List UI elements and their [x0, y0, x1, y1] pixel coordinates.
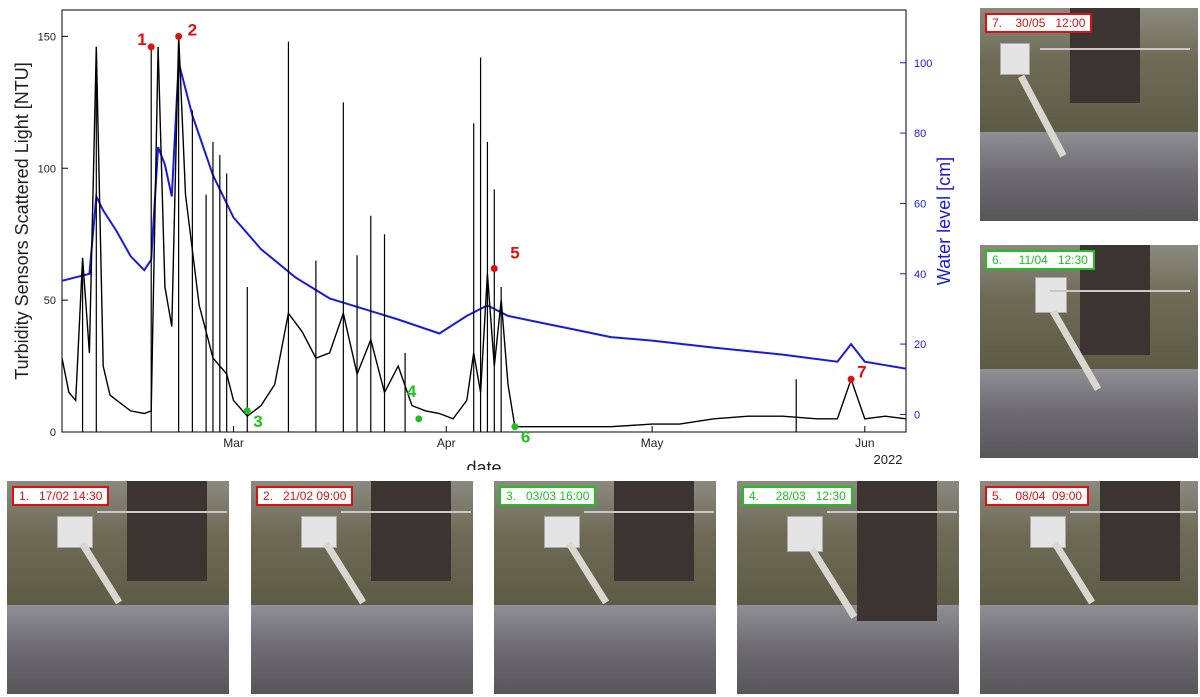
y-axis-left-label: Turbidity Sensors Scattered Light [NTU] — [12, 62, 32, 379]
photo-5-caption: 5. 08/04 09:00 — [985, 486, 1090, 506]
event-marker-7 — [847, 375, 855, 383]
event-marker-3 — [243, 407, 251, 415]
photo-6: 6. 11/04 12:30 — [980, 245, 1198, 458]
event-marker-1 — [147, 43, 155, 51]
event-marker-6 — [511, 423, 519, 431]
event-label-7: 7 — [857, 362, 866, 381]
photo-1: 1. 17/02 14:30 — [7, 481, 229, 694]
plot-frame — [61, 9, 907, 433]
photo-6-caption: 6. 11/04 12:30 — [985, 250, 1095, 270]
photo-4: 4. 28/03 12:30 — [737, 481, 959, 694]
y-right-tick-label: 80 — [914, 128, 926, 140]
x-axis-label: date — [466, 458, 501, 470]
y-right-tick-label: 100 — [914, 58, 932, 70]
photo-7: 7. 30/05 12:00 — [980, 8, 1198, 221]
y-right-tick-label: 40 — [914, 269, 926, 281]
event-label-6: 6 — [521, 428, 530, 447]
x-tick-label: Jun — [855, 436, 874, 450]
x-tick-label: Apr — [437, 436, 456, 450]
photo-3-caption: 3. 03/03 16:00 — [499, 486, 597, 506]
event-marker-5 — [490, 264, 498, 272]
event-label-3: 3 — [253, 412, 262, 431]
x-tick-label: May — [641, 436, 664, 450]
photo-3: 3. 03/03 16:00 — [494, 481, 716, 694]
photo-4-caption: 4. 28/03 12:30 — [742, 486, 853, 506]
photo-1-caption: 1. 17/02 14:30 — [12, 486, 110, 506]
photo-5: 5. 08/04 09:00 — [980, 481, 1198, 694]
y-right-tick-label: 20 — [914, 339, 926, 351]
y-left-tick-label: 50 — [44, 295, 56, 307]
event-marker-4 — [415, 415, 423, 423]
event-label-5: 5 — [510, 243, 519, 262]
water-level-line — [61, 62, 907, 370]
event-label-2: 2 — [188, 20, 197, 39]
year-label: 2022 — [874, 452, 903, 467]
photo-2-caption: 2. 21/02 09:00 — [256, 486, 354, 506]
y-right-tick-label: 0 — [914, 409, 920, 421]
y-left-tick-label: 0 — [50, 427, 56, 439]
photo-7-caption: 7. 30/05 12:00 — [985, 13, 1093, 33]
event-label-1: 1 — [137, 30, 146, 49]
x-tick-label: Mar — [223, 436, 244, 450]
photo-2: 2. 21/02 09:00 — [251, 481, 473, 694]
turbidity-water-level-chart: 0 50 100 150 0 20 40 60 80 100 Mar Apr May Jun 1 2 3 4 5 6… — [12, 9, 954, 470]
event-marker-2 — [175, 32, 183, 40]
y-left-tick-label: 150 — [38, 31, 56, 43]
y-left-tick-label: 100 — [38, 163, 56, 175]
y-axis-right-label: Water level [cm] — [934, 157, 954, 285]
y-right-tick-label: 60 — [914, 198, 926, 210]
event-label-4: 4 — [407, 382, 417, 401]
